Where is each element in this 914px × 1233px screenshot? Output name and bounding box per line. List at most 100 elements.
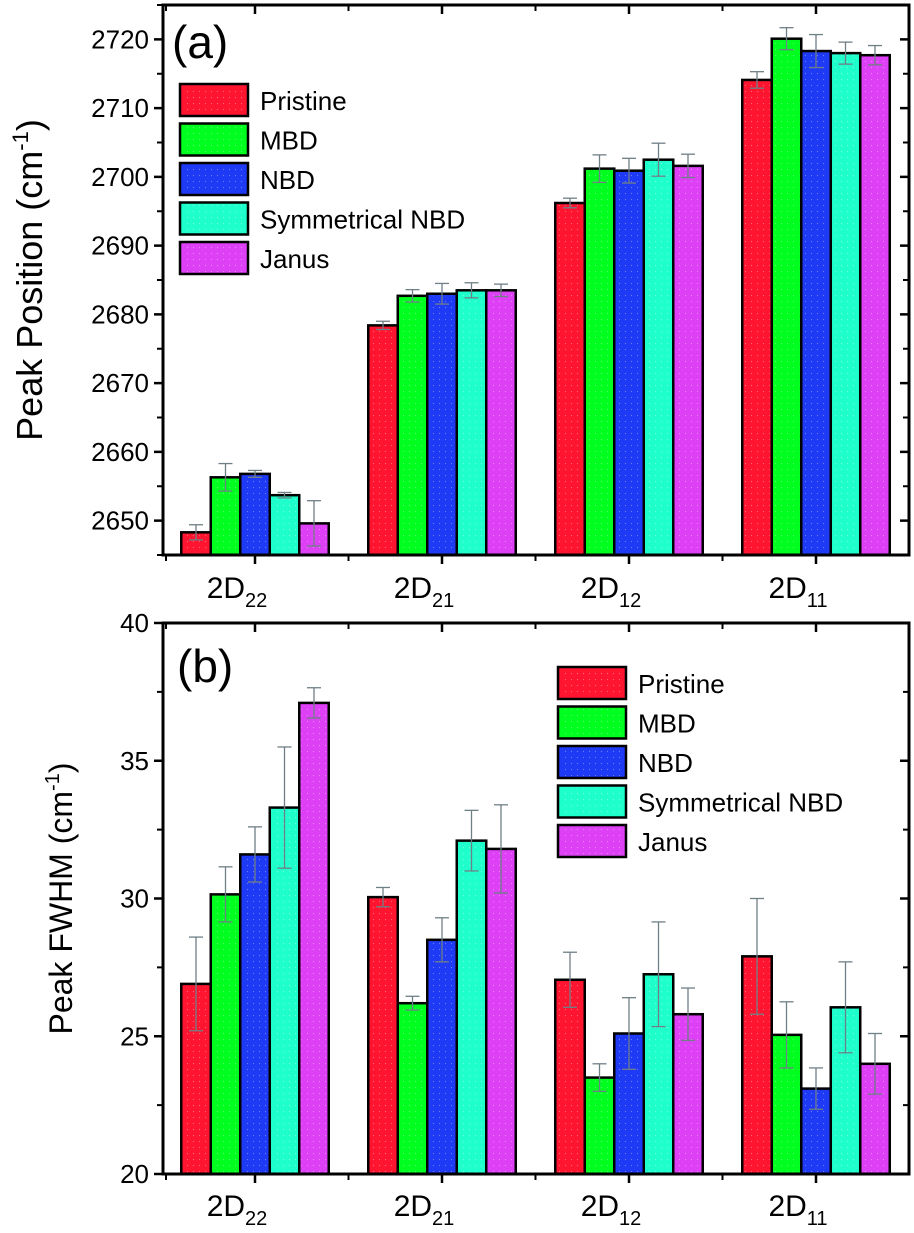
bar-texture	[645, 161, 672, 553]
bar-texture	[370, 899, 396, 1172]
error-bar-mbd	[592, 154, 607, 184]
error-bar-janus	[307, 687, 321, 719]
y-tick-label: 2660	[91, 437, 149, 467]
y-axis-label-end: )	[43, 763, 79, 774]
bar-texture	[212, 896, 239, 1172]
legend-label: MBD	[260, 126, 318, 156]
bar-texture	[429, 941, 455, 1172]
legend: Pristine MBD NBD Symmetrical NBD Janus	[556, 665, 843, 859]
error-bar-nbd	[809, 33, 823, 69]
legend-item-nbd: NBD	[178, 161, 315, 197]
error-bar-mbd	[779, 1001, 794, 1069]
y-tick-label: 2680	[91, 299, 149, 329]
bar-texture	[557, 981, 583, 1172]
error-bar-mbd	[405, 995, 420, 1011]
x-tick-label: 2D11	[768, 572, 827, 612]
error-bar-symmetrical-nbd	[464, 282, 479, 299]
legend-label: Janus	[260, 244, 329, 274]
y-tick-label: 40	[120, 608, 149, 638]
error-bar-janus	[681, 153, 695, 179]
x-axis: 2D22 2D21 2D12 2D11	[165, 5, 828, 612]
legend-swatch-texture	[182, 165, 246, 193]
y-tick-label: 2710	[91, 93, 149, 123]
panel-label: (a)	[172, 16, 228, 68]
error-bar-janus	[868, 1032, 882, 1095]
error-bar-pristine	[563, 951, 577, 1008]
error-bar-nbd	[248, 469, 262, 478]
bars-group	[180, 701, 891, 1176]
y-axis-label: Peak FWHM (cm-1)	[42, 763, 79, 1035]
y-axis-label-text: Peak FWHM (cm	[43, 791, 79, 1035]
y-axis: 20 25 30 35 40	[120, 608, 909, 1189]
bar-texture	[675, 1016, 701, 1172]
error-bar-janus	[307, 500, 321, 547]
legend-swatch-texture	[560, 708, 624, 737]
bar-texture	[370, 327, 396, 553]
legend-swatch-texture	[560, 669, 624, 697]
error-bar-pristine	[189, 936, 203, 1032]
bar-texture	[744, 81, 770, 553]
bar-texture	[242, 475, 268, 553]
legend-swatch-texture	[560, 748, 624, 776]
error-bars-group	[189, 687, 882, 1110]
error-bar-nbd	[435, 282, 449, 305]
legend-swatch-texture	[560, 787, 624, 816]
error-bar-pristine	[376, 886, 390, 908]
error-bar-symmetrical-nbd	[651, 142, 666, 177]
legend-item-pristine: Pristine	[178, 82, 347, 118]
error-bar-pristine	[563, 197, 577, 209]
legend-label: MBD	[638, 709, 696, 739]
error-bar-pristine	[750, 71, 764, 89]
legend-label: Pristine	[638, 669, 725, 699]
legend-label: Pristine	[260, 86, 347, 116]
x-axis: 2D22 2D21 2D12 2D11	[165, 623, 828, 1230]
bar-texture	[616, 172, 642, 553]
legend-item-mbd: MBD	[556, 705, 696, 740]
bar-texture	[803, 53, 829, 553]
error-bar-janus	[681, 987, 695, 1042]
error-bar-mbd	[218, 462, 233, 492]
legend-swatch-texture	[182, 244, 246, 272]
y-tick-label: 2720	[91, 24, 149, 54]
legend-swatch-texture	[560, 827, 624, 855]
bar-texture	[183, 534, 209, 553]
legend-item-symmetrical-nbd: Symmetrical NBD	[178, 201, 465, 236]
error-bar-pristine	[750, 897, 764, 1015]
error-bars-group	[189, 27, 882, 547]
bar-texture	[773, 40, 800, 553]
x-tick-label: 2D21	[394, 1190, 455, 1230]
error-bar-pristine	[189, 524, 203, 541]
x-tick-label: 2D22	[207, 1190, 268, 1230]
error-bar-mbd	[405, 288, 420, 303]
error-bar-nbd	[248, 826, 262, 883]
bar-texture	[458, 292, 485, 553]
legend-swatch-texture	[182, 86, 246, 114]
legend-item-pristine: Pristine	[556, 665, 725, 701]
error-bar-mbd	[218, 866, 233, 923]
bar-texture	[586, 1079, 613, 1172]
error-bar-mbd	[592, 1063, 607, 1092]
legend-label: Symmetrical NBD	[260, 205, 465, 235]
legend-item-nbd: NBD	[556, 744, 693, 780]
legend-item-mbd: MBD	[178, 122, 318, 157]
y-tick-label: 25	[120, 1021, 149, 1051]
error-bar-janus	[868, 44, 882, 66]
y-axis-label: Peak Position (cm-1)	[8, 119, 50, 441]
panel-b: 20 25 30 35 40 2D22 2D21 2D12 2D11 (b) Peak FWH…	[42, 608, 911, 1230]
y-axis: 2650 2660 2670 2680 2690 2700 2710 2720	[91, 4, 909, 556]
x-tick-label: 2D12	[581, 572, 642, 612]
x-tick-label: 2D11	[768, 1190, 827, 1230]
legend-label: NBD	[260, 165, 315, 195]
error-bar-symmetrical-nbd	[838, 41, 853, 65]
legend-item-janus: Janus	[178, 240, 329, 276]
bar-texture	[271, 497, 298, 553]
legend-label: NBD	[638, 748, 693, 778]
error-bar-nbd	[622, 157, 636, 184]
y-axis-label-sup: -1	[42, 773, 64, 791]
y-axis-label-sup: -1	[8, 131, 33, 151]
error-bar-symmetrical-nbd	[277, 746, 292, 869]
y-tick-label: 20	[120, 1159, 149, 1189]
bar-texture	[399, 297, 426, 553]
bar-texture	[675, 167, 701, 553]
y-tick-label: 35	[120, 746, 149, 776]
